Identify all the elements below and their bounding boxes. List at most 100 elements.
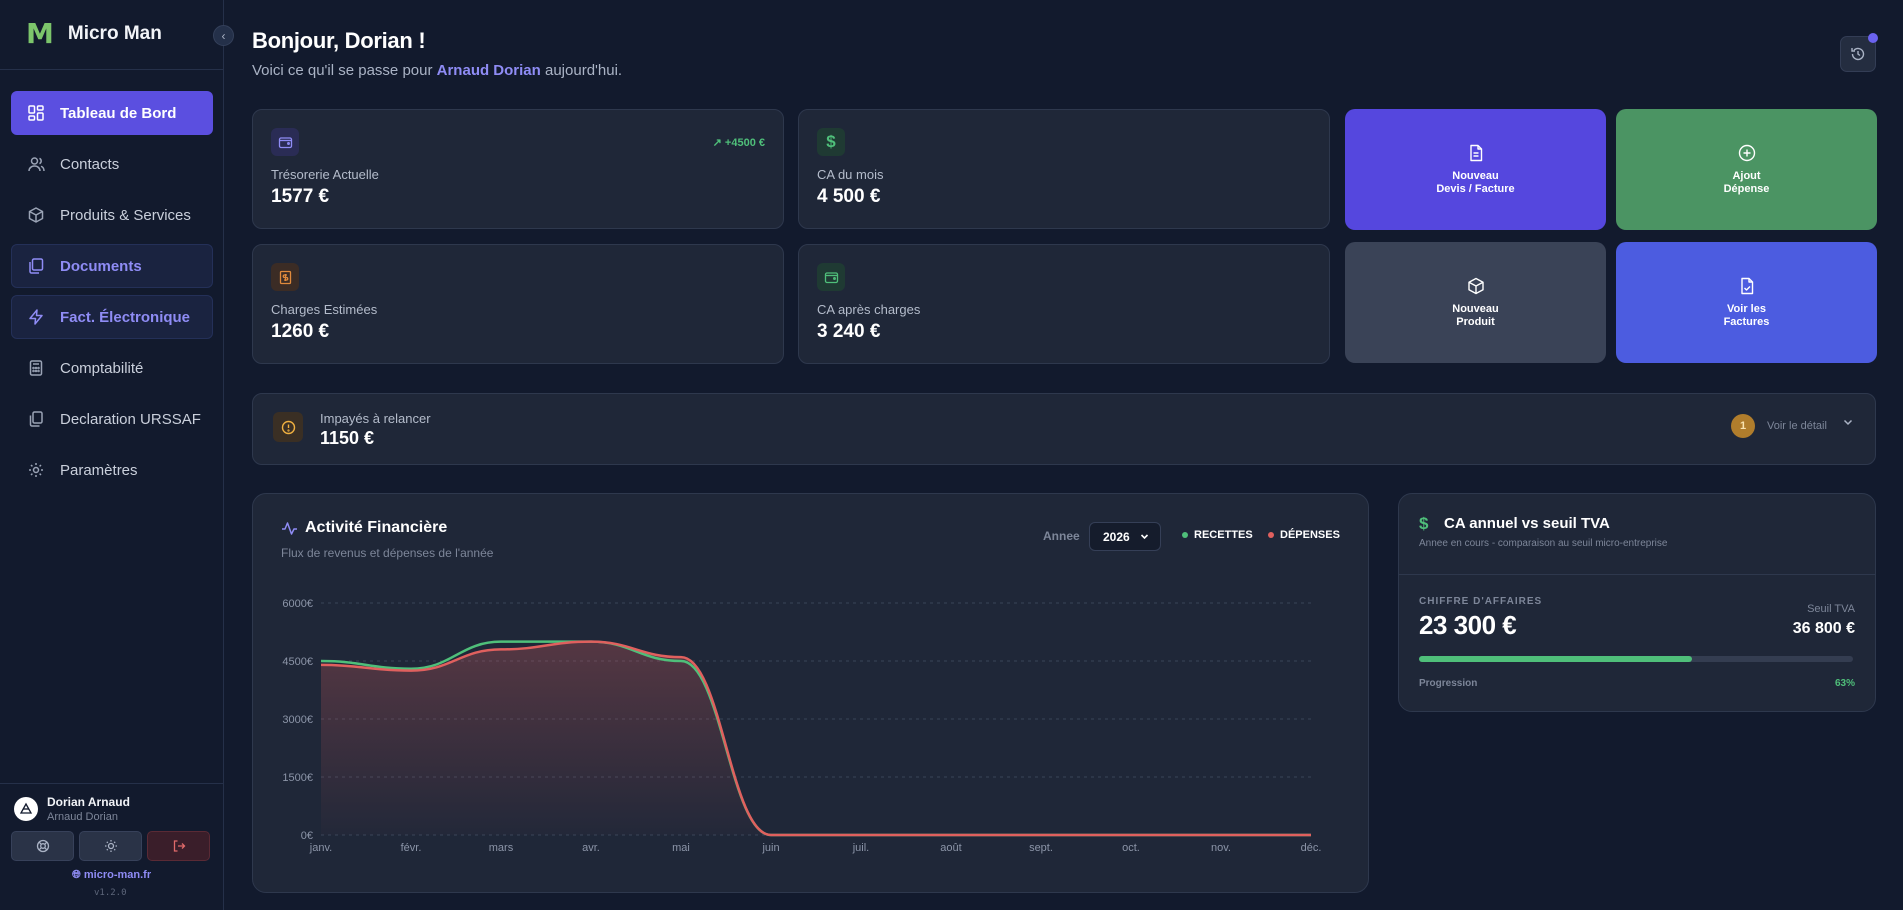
sidebar-nav: Tableau de Bord Contacts Produits & Serv… bbox=[11, 91, 213, 499]
stat-value: 3 240 € bbox=[817, 321, 881, 342]
page-title: Bonjour, Dorian ! bbox=[252, 28, 426, 53]
dollar-icon: $ bbox=[817, 128, 845, 156]
theme-toggle-button[interactable] bbox=[79, 831, 142, 861]
tile-label-line2: Dépense bbox=[1723, 182, 1770, 195]
sidebar-item-contacts[interactable]: Contacts bbox=[11, 142, 213, 186]
legend-label: RECETTES bbox=[1194, 529, 1253, 541]
tile-label-line1: Nouveau bbox=[1452, 302, 1499, 315]
brand-logo: M bbox=[26, 17, 54, 50]
tile-label-line1: Ajout bbox=[1732, 169, 1761, 182]
see-details-link[interactable]: Voir le détail bbox=[1767, 420, 1827, 432]
y-tick-label: 0€ bbox=[301, 830, 313, 842]
x-tick-label: août bbox=[940, 842, 961, 854]
unpaid-count-badge: 1 bbox=[1731, 414, 1755, 438]
chevron-down-icon bbox=[1140, 534, 1148, 540]
sun-icon bbox=[104, 840, 117, 852]
sidebar-item-urssaf[interactable]: Declaration URSSAF bbox=[11, 397, 213, 441]
user-profile[interactable]: Dorian Arnaud Arnaud Dorian bbox=[14, 795, 130, 823]
activity-chart-card: 0€ 1500€ 3000€ 4500€ 6000€ janv. févr. mars avr.… bbox=[252, 493, 1369, 893]
x-tick-label: juin bbox=[761, 842, 779, 854]
document-icon bbox=[1469, 144, 1482, 161]
gear-icon bbox=[26, 460, 46, 480]
chevron-down-icon[interactable] bbox=[1842, 416, 1854, 431]
revenue-label: CHIFFRE D'AFFAIRES bbox=[1419, 596, 1543, 607]
website-link[interactable]: 🌐︎ micro-man.fr bbox=[72, 869, 151, 882]
subtitle-company: Arnaud Dorian bbox=[436, 62, 541, 79]
threshold-label: Seuil TVA bbox=[1807, 603, 1855, 615]
chart-subtitle: Flux de revenus et dépenses de l'année bbox=[281, 546, 494, 560]
x-tick-label: juil. bbox=[852, 842, 870, 854]
sidebar-item-documents[interactable]: Documents bbox=[11, 244, 213, 288]
stat-label: CA après charges bbox=[817, 302, 921, 317]
sidebar-item-tableau-de-bord[interactable]: Tableau de Bord bbox=[11, 91, 213, 135]
add-expense-button[interactable]: Ajout Dépense bbox=[1616, 109, 1877, 230]
package-icon bbox=[26, 205, 46, 225]
stat-card-charges[interactable]: Charges Estimées 1260 € bbox=[252, 244, 784, 364]
trend-badge: ↗ +4500 € bbox=[712, 137, 765, 149]
tile-label-line2: Factures bbox=[1723, 315, 1770, 328]
help-button[interactable] bbox=[11, 831, 74, 861]
page-subtitle: Voici ce qu'il se passe pour Arnaud Dori… bbox=[252, 62, 622, 79]
dashboard-icon bbox=[26, 103, 46, 123]
stat-label: Trésorerie Actuelle bbox=[271, 167, 379, 182]
progress-label: Progression bbox=[1419, 678, 1478, 689]
brand-name: Micro Man bbox=[67, 23, 162, 44]
sidebar-item-label: Declaration URSSAF bbox=[60, 410, 201, 428]
alert-circle-icon bbox=[273, 412, 303, 442]
activity-chart: 0€ 1500€ 3000€ 4500€ 6000€ janv. févr. mars avr.… bbox=[282, 598, 1321, 854]
new-product-button[interactable]: Nouveau Produit bbox=[1345, 242, 1606, 363]
sidebar-item-produits[interactable]: Produits & Services bbox=[11, 193, 213, 237]
stat-card-ca-apres-charges[interactable]: CA après charges 3 240 € bbox=[798, 244, 1330, 364]
file-check-icon bbox=[1740, 277, 1753, 294]
users-icon bbox=[26, 154, 46, 174]
x-tick-label: nov. bbox=[1211, 842, 1231, 854]
unpaid-summary[interactable]: Impayés à relancer 1150 € 1 Voir le déta… bbox=[252, 393, 1876, 465]
sidebar-item-parametres[interactable]: Paramètres bbox=[11, 448, 213, 492]
sidebar-item-label: Comptabilité bbox=[60, 359, 144, 377]
x-tick-label: févr. bbox=[401, 842, 422, 854]
stat-value: 1577 € bbox=[271, 186, 330, 207]
progress-bar-fill bbox=[1419, 656, 1693, 662]
legend-dot bbox=[1182, 532, 1188, 538]
user-company: Arnaud Dorian bbox=[47, 811, 118, 823]
sidebar-item-label: Contacts bbox=[60, 155, 120, 173]
collapse-sidebar-button[interactable]: ‹ bbox=[213, 25, 234, 46]
unpaid-label: Impayés à relancer bbox=[320, 411, 431, 426]
sidebar: M Micro Man Tableau de Bord Contacts Pro… bbox=[0, 0, 224, 910]
y-tick-label: 1500€ bbox=[282, 772, 313, 784]
website-link-label: micro-man.fr bbox=[83, 869, 152, 881]
tile-label-line2: Devis / Facture bbox=[1436, 182, 1515, 195]
wallet-icon bbox=[817, 263, 845, 291]
logout-button[interactable] bbox=[147, 831, 210, 861]
calculator-icon bbox=[26, 358, 46, 378]
documents-icon bbox=[26, 256, 46, 276]
new-quote-invoice-button[interactable]: Nouveau Devis / Facture bbox=[1345, 109, 1606, 230]
stat-card-tresorerie[interactable]: ↗ +4500 € Trésorerie Actuelle 1577 € bbox=[252, 109, 784, 229]
tva-threshold-card: $ CA annuel vs seuil TVA Annee en cours … bbox=[1398, 493, 1876, 712]
lightning-icon bbox=[26, 307, 46, 327]
divider bbox=[0, 69, 224, 70]
sidebar-item-comptabilite[interactable]: Comptabilité bbox=[11, 346, 213, 390]
sidebar-item-label: Tableau de Bord bbox=[60, 104, 177, 122]
view-invoices-button[interactable]: Voir les Factures bbox=[1616, 242, 1877, 363]
plus-circle-icon bbox=[1738, 144, 1755, 161]
tva-subtitle: Annee en cours - comparaison au seuil mi… bbox=[1419, 538, 1668, 549]
sidebar-item-fact-electronique[interactable]: Fact. Électronique bbox=[11, 295, 213, 339]
copy-icon bbox=[26, 409, 46, 429]
brand[interactable]: M Micro Man bbox=[26, 20, 162, 48]
x-tick-label: mai bbox=[672, 842, 690, 854]
dollar-icon: $ bbox=[1419, 514, 1429, 533]
app-version: v1.2.0 bbox=[94, 888, 127, 898]
notification-dot bbox=[1868, 33, 1878, 43]
stat-card-ca-mois[interactable]: $ CA du mois 4 500 € bbox=[798, 109, 1330, 229]
unpaid-value: 1150 € bbox=[320, 428, 375, 448]
y-tick-label: 4500€ bbox=[282, 656, 313, 668]
legend-income: RECETTES bbox=[1182, 529, 1253, 541]
legend-label: DÉPENSES bbox=[1280, 529, 1340, 541]
wallet-icon bbox=[271, 128, 299, 156]
year-select-value: 2026 bbox=[1103, 529, 1130, 544]
sidebar-item-label: Fact. Électronique bbox=[60, 308, 191, 326]
tile-label-line1: Voir les bbox=[1727, 302, 1766, 315]
year-select[interactable]: 2026 bbox=[1089, 522, 1161, 551]
receipt-icon bbox=[271, 263, 299, 291]
